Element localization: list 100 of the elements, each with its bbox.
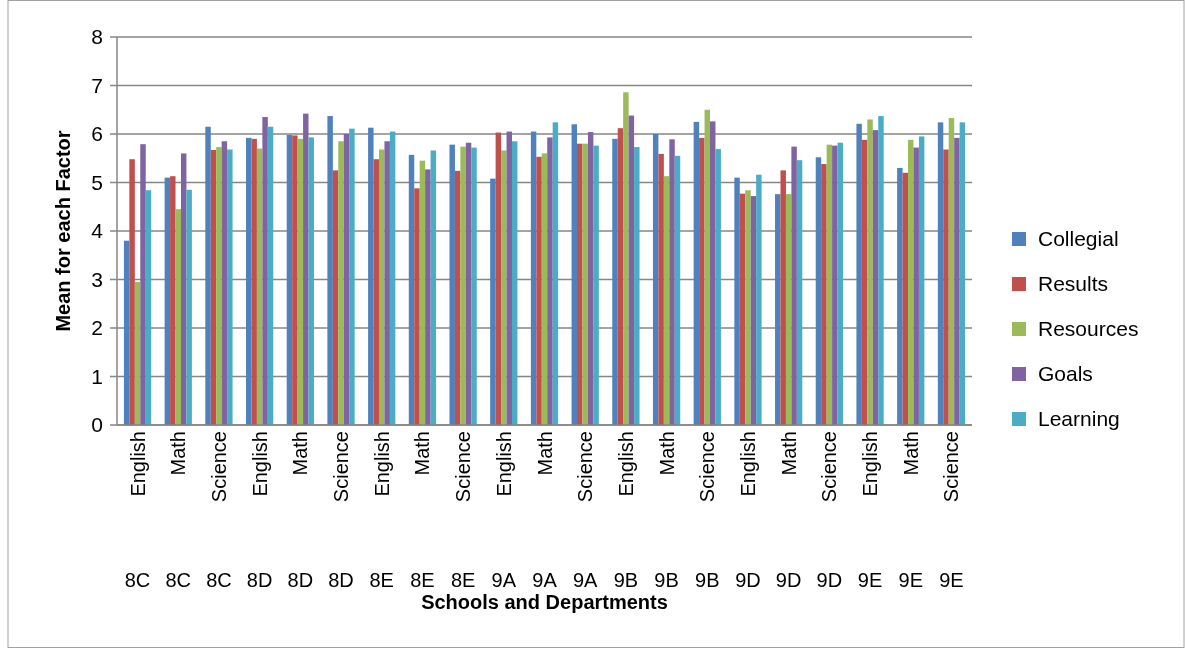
bar: [571, 124, 578, 425]
category-label: Science 8D: [328, 431, 354, 591]
bar: [210, 150, 217, 425]
category-label: English 8D: [246, 431, 273, 591]
bar: [634, 147, 640, 425]
bar: [791, 146, 797, 425]
bar: [658, 153, 664, 425]
bar: [821, 164, 827, 425]
bar: [180, 153, 187, 425]
y-tick-label: 6: [91, 122, 103, 146]
bar: [454, 170, 461, 425]
bar: [617, 128, 624, 425]
bar: [837, 142, 843, 425]
category-label: Science 8E: [450, 431, 476, 591]
bar: [425, 169, 431, 425]
category-label: Science 9A: [572, 431, 598, 591]
bar: [734, 177, 740, 425]
bar: [943, 149, 949, 425]
bar: [948, 118, 955, 425]
bar: [227, 149, 233, 425]
y-axis-title: Mean for each Factor: [52, 130, 74, 332]
bar: [414, 188, 420, 425]
category-label: Math 8E: [410, 431, 435, 591]
bar: [327, 116, 333, 425]
bar: [267, 126, 274, 425]
bar: [205, 126, 211, 425]
bar: [297, 138, 304, 425]
bar: [343, 134, 350, 425]
category-label: Math 8D: [287, 431, 314, 591]
bar: [872, 130, 879, 425]
bar: [815, 157, 822, 425]
category-label: English 9E: [857, 431, 883, 591]
category-label: English 8E: [369, 431, 394, 591]
y-tick-label: 4: [91, 219, 104, 243]
category-label: English 8C: [124, 431, 151, 591]
bar: [775, 194, 781, 425]
bar: [384, 141, 390, 425]
bar: [674, 155, 681, 425]
bar: [612, 138, 618, 425]
category-label: English 9B: [613, 431, 639, 591]
category-label: Science 9B: [695, 431, 720, 591]
bar: [221, 141, 228, 425]
bar: [547, 137, 553, 425]
category-label: Math 8C: [165, 431, 192, 591]
category-label: Math 9D: [775, 431, 802, 591]
bar: [186, 189, 192, 425]
bar: [628, 115, 635, 425]
bar: [465, 142, 472, 425]
bar: [408, 154, 415, 425]
bar: [349, 128, 355, 425]
bar: [368, 127, 374, 425]
bar: [246, 137, 252, 425]
category-label: Math 9B: [654, 431, 679, 591]
legend-label: Learning: [1038, 407, 1120, 431]
bar: [867, 119, 873, 425]
bar: [123, 240, 130, 425]
bar: [140, 144, 146, 425]
bar: [378, 149, 385, 425]
bar: [780, 170, 786, 425]
bar: [785, 194, 792, 425]
bar: [856, 123, 862, 425]
bar: [796, 160, 803, 425]
bar: [897, 167, 903, 425]
bar: [582, 143, 588, 425]
bar: [338, 141, 344, 425]
bar: [739, 193, 746, 425]
category-label: Science 9E: [939, 431, 964, 591]
bar: [164, 177, 171, 425]
bar: [170, 176, 176, 425]
y-tick-label: 8: [91, 25, 103, 49]
text: Schools and Departments: [421, 591, 668, 613]
y-tick-label: 5: [91, 170, 103, 194]
bar: [826, 144, 833, 425]
bar: [699, 137, 705, 425]
bar: [501, 150, 507, 425]
legend-label: Collegial: [1038, 227, 1119, 251]
bar: [332, 170, 339, 425]
bar: [878, 116, 884, 425]
bar: [541, 153, 548, 425]
y-tick-label: 2: [91, 316, 103, 340]
bar: [303, 113, 309, 425]
bar: [623, 92, 629, 425]
bar: [308, 137, 314, 425]
bar: [256, 148, 263, 425]
bar: [471, 147, 477, 425]
bar: [262, 117, 268, 425]
bar: [530, 131, 537, 425]
category-label: Math 9E: [898, 431, 923, 591]
bar: [552, 122, 559, 425]
bar: [511, 141, 518, 425]
bar: [129, 159, 135, 425]
bar: [704, 109, 711, 425]
bar: [669, 139, 675, 425]
bar: [902, 172, 909, 425]
category-label: Science 9D: [816, 431, 843, 591]
legend-label: Results: [1038, 272, 1109, 296]
bar: [175, 209, 181, 425]
y-tick-label: 3: [91, 267, 103, 291]
bar: [918, 136, 925, 425]
bar: [959, 122, 966, 425]
